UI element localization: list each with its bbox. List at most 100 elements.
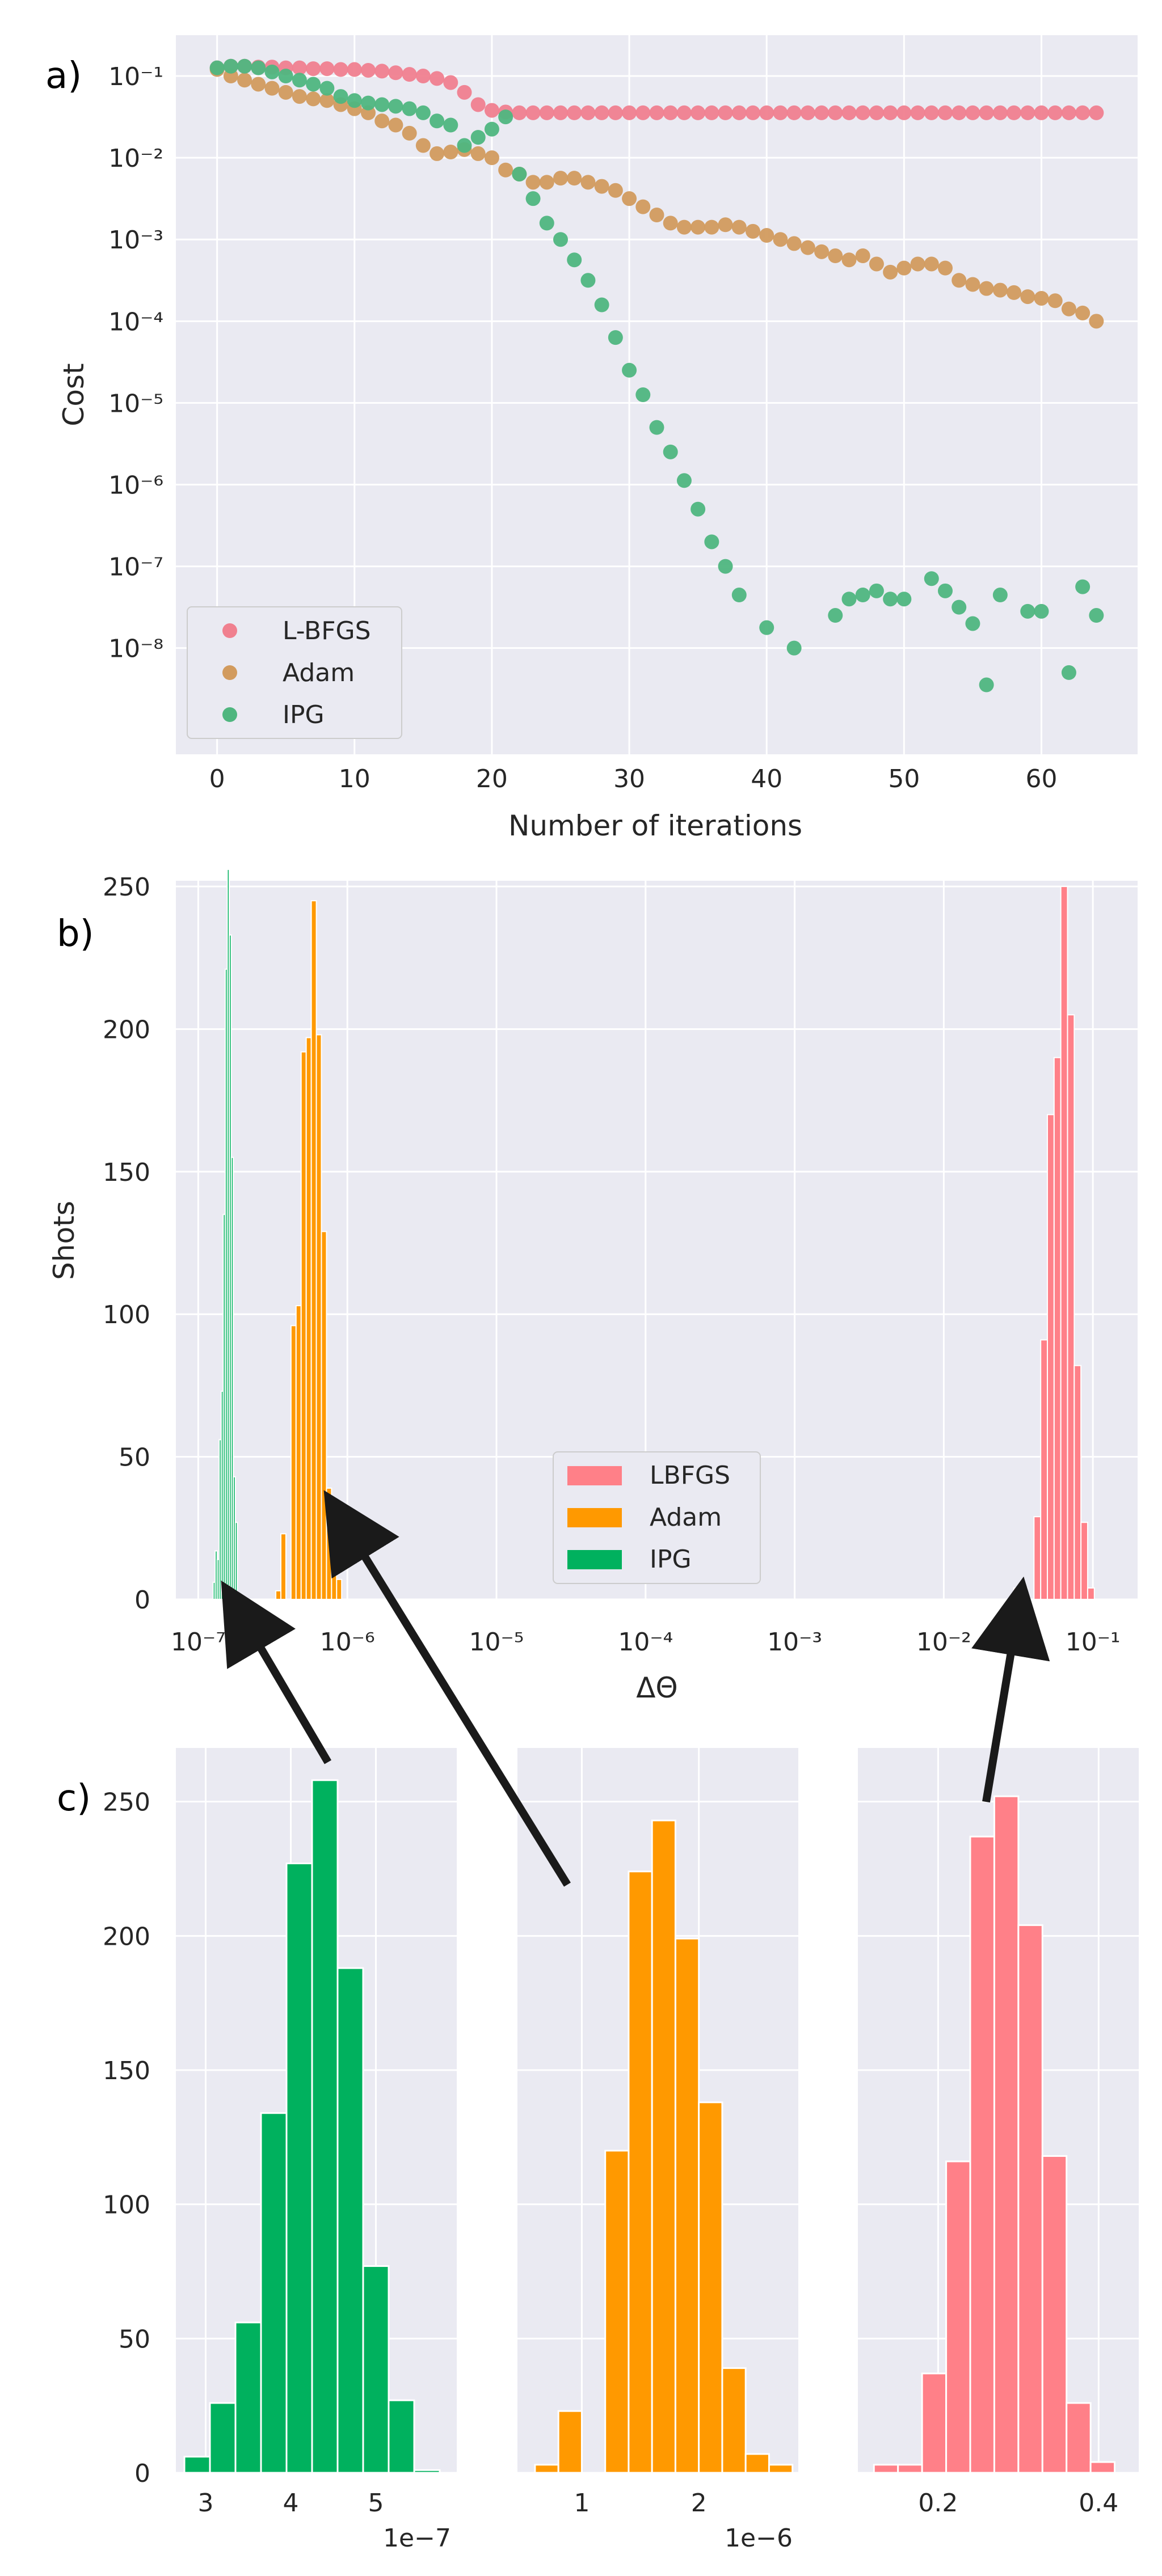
histogram-bar-ipg: [285, 1863, 313, 2474]
histogram-bar-ipg: [260, 2112, 288, 2474]
data-point-l-bfgs: [470, 97, 486, 112]
data-point-l-bfgs: [676, 105, 692, 120]
data-point-ipg: [979, 677, 994, 692]
data-point-l-bfgs: [443, 75, 458, 90]
data-point-ipg: [512, 166, 527, 181]
data-point-l-bfgs: [306, 61, 321, 77]
data-point-adam: [786, 236, 802, 251]
data-point-l-bfgs: [484, 103, 499, 118]
data-point-ipg: [896, 592, 912, 607]
histogram-bar-adam: [315, 1034, 322, 1600]
data-point-ipg: [278, 69, 293, 84]
data-point-l-bfgs: [786, 105, 802, 120]
data-point-adam: [388, 117, 403, 133]
legend-swatch-lbfgs: [567, 1466, 622, 1485]
data-point-l-bfgs: [402, 67, 417, 82]
legend-swatch-ipg: [567, 1550, 622, 1569]
histogram-bar-adam: [305, 1037, 312, 1601]
data-point-ipg: [1020, 603, 1035, 619]
legend-label-ipg: IPG: [650, 1545, 692, 1574]
y-tick-label: 10⁻²: [108, 144, 163, 173]
data-point-l-bfgs: [896, 105, 912, 120]
data-point-adam: [237, 73, 252, 88]
histogram-bar-adam: [674, 1937, 700, 2474]
legend-label-lbfgs: L-BFGS: [283, 616, 371, 645]
y-tick-label: 200: [103, 1922, 150, 1951]
data-point-ipg: [209, 60, 225, 75]
x-tick-label: 5: [368, 2489, 384, 2518]
data-point-l-bfgs: [374, 64, 390, 79]
histogram-bar-lbfgs: [1040, 1339, 1049, 1600]
data-point-l-bfgs: [883, 105, 898, 120]
data-point-adam: [580, 175, 596, 190]
panel-a-cost-chart: 0 10 20 30 40 50 60 10⁻⁸ 10⁻⁷ 10⁻⁶ 10⁻⁵ 10⁻⁴ 10⁻³ 10⁻…: [57, 35, 1138, 842]
data-point-ipg: [361, 95, 376, 111]
histogram-bar-adam: [300, 1051, 307, 1600]
histogram-bar-ipg: [336, 1967, 364, 2474]
data-point-l-bfgs: [608, 105, 623, 120]
data-point-adam: [539, 175, 554, 190]
histogram-bar-lbfgs: [1020, 1587, 1028, 1601]
x-tick-label: 10: [339, 765, 371, 793]
x-tick-label: 0: [209, 765, 225, 793]
data-point-ipg: [622, 362, 637, 378]
histogram-bar-ipg: [311, 1779, 339, 2474]
data-point-ipg: [237, 58, 252, 74]
y-tick-label: 150: [103, 2056, 150, 2085]
data-point-ipg: [594, 297, 609, 313]
histogram-bar-lbfgs: [1089, 2461, 1116, 2474]
data-point-adam: [622, 191, 637, 206]
data-point-ipg: [1089, 608, 1104, 623]
data-point-adam: [525, 175, 541, 190]
histogram-bar-ipg: [183, 2456, 211, 2474]
data-point-ipg: [965, 616, 980, 631]
data-point-l-bfgs: [553, 105, 568, 120]
y-tick-label: 10⁻⁶: [108, 471, 163, 500]
legend-box: [187, 606, 402, 739]
data-point-l-bfgs: [773, 105, 788, 120]
data-point-l-bfgs: [1075, 105, 1091, 120]
data-point-l-bfgs: [594, 105, 609, 120]
histogram-bar-adam: [336, 1578, 343, 1601]
x-tick-label: 1: [574, 2489, 590, 2518]
legend-marker-adam: [222, 665, 237, 680]
panel-a-points: [209, 58, 1104, 692]
data-point-l-bfgs: [567, 105, 582, 120]
data-point-l-bfgs: [1007, 105, 1022, 120]
data-point-adam: [484, 150, 499, 166]
histogram-bar-ipg: [362, 2265, 390, 2474]
x-tick-label: 10⁻²: [916, 1628, 971, 1657]
x-tick-label: 40: [751, 765, 782, 793]
data-point-adam: [1061, 301, 1076, 316]
data-point-adam: [746, 223, 760, 239]
data-point-ipg: [883, 592, 898, 607]
data-point-l-bfgs: [622, 105, 637, 120]
data-point-l-bfgs: [580, 105, 596, 120]
data-point-adam: [553, 171, 568, 186]
histogram-bar-ipg: [234, 2321, 262, 2474]
panel-c-adam-histogram: [517, 1748, 798, 2474]
data-point-l-bfgs: [855, 105, 870, 120]
data-point-adam: [814, 244, 830, 259]
x-tick-label: 30: [613, 765, 645, 793]
y-tick-label: 10⁻⁷: [108, 553, 163, 582]
data-point-adam: [1020, 289, 1035, 305]
y-tick-label: 10⁻⁴: [108, 307, 163, 336]
data-point-adam: [965, 277, 980, 292]
data-point-ipg: [924, 571, 939, 586]
data-point-l-bfgs: [759, 105, 774, 120]
data-point-ipg: [580, 273, 596, 288]
data-point-adam: [718, 217, 733, 233]
data-point-l-bfgs: [1089, 105, 1104, 120]
histogram-bar-adam: [331, 1547, 338, 1600]
offset-text: 1e−7: [383, 2524, 451, 2553]
data-point-adam: [773, 232, 788, 247]
data-point-adam: [415, 138, 431, 153]
x-tick-label: 20: [476, 765, 508, 793]
data-point-adam: [635, 199, 651, 214]
data-point-ipg: [567, 252, 582, 268]
data-point-l-bfgs: [841, 105, 857, 120]
histogram-bar-lbfgs: [921, 2372, 948, 2474]
data-point-adam: [952, 273, 967, 288]
y-tick-label: 10⁻³: [108, 226, 163, 255]
